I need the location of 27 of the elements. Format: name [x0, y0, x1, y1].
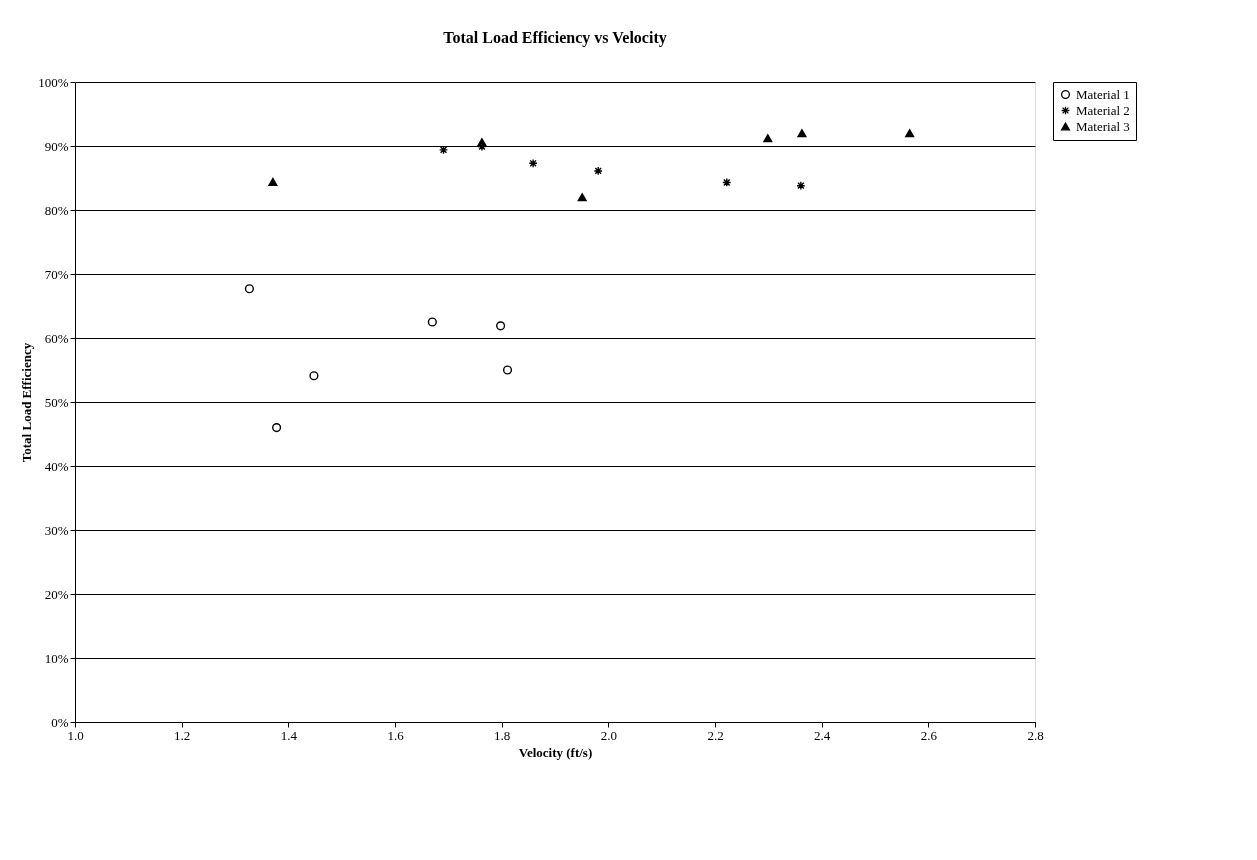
x-tick-label: 2.4 — [814, 727, 831, 743]
x-tick-label: 2.8 — [1027, 727, 1044, 743]
x-axis-title: Velocity (ft/s) — [518, 744, 593, 760]
y-tick-label: 100% — [38, 74, 69, 90]
y-tick-label: 10% — [44, 650, 69, 666]
y-tick-label: 20% — [44, 586, 69, 602]
x-tick-label: 1.0 — [67, 727, 84, 743]
y-tick-label: 50% — [44, 394, 69, 410]
x-tick-label: 2.6 — [920, 727, 938, 743]
y-tick-label: 0% — [51, 714, 69, 730]
y-tick-label: 30% — [44, 522, 69, 538]
legend-label: Material 1 — [1076, 86, 1130, 102]
y-tick-label: 70% — [44, 266, 69, 282]
x-tick-label: 1.8 — [494, 727, 511, 743]
y-tick-label: 60% — [44, 330, 69, 346]
y-tick-label: 80% — [44, 202, 69, 218]
y-axis-title: Total Load Efficiency — [19, 342, 35, 463]
x-tick-label: 1.6 — [387, 727, 405, 743]
x-tick-label: 1.4 — [280, 727, 298, 743]
y-tick-label: 90% — [44, 138, 69, 154]
legend-label: Material 2 — [1076, 102, 1130, 118]
chart-title: Total Load Efficiency vs Velocity — [443, 29, 667, 47]
legend-label: Material 3 — [1076, 118, 1130, 134]
y-tick-label: 40% — [44, 458, 69, 474]
x-tick-label: 2.0 — [600, 727, 617, 743]
x-tick-label: 2.2 — [707, 727, 724, 743]
x-tick-label: 1.2 — [174, 727, 191, 743]
